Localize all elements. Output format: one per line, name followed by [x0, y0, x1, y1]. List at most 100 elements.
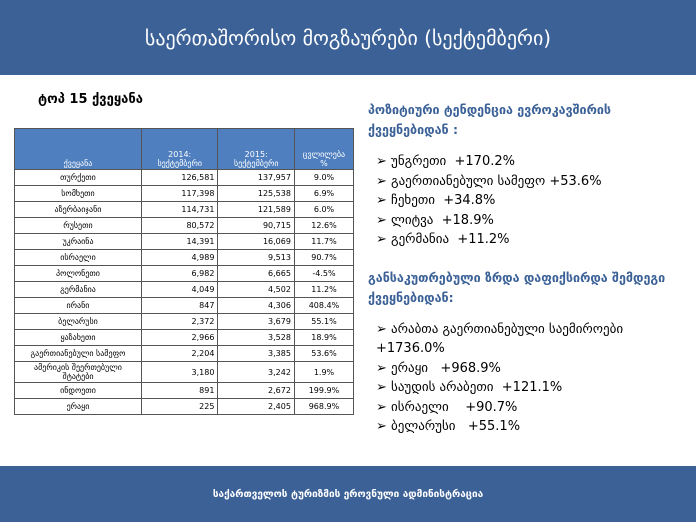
footer: საქართველოს ტურიზმის ეროვნული ადმინისტრა… [0, 466, 696, 522]
item-text: გერმანია +11.2% [391, 232, 510, 247]
table-cell: 3,679 [217, 313, 295, 330]
table-cell: 4,502 [217, 281, 295, 298]
table-cell: 121,589 [217, 201, 295, 218]
table-cell: ინდოეთი [14, 382, 142, 399]
table-row: ინდოეთი 891 2,672 199.9% [14, 382, 355, 399]
bullet-item: ➢ ლიტვა +18.9% [376, 211, 688, 231]
section: პოზიტიური ტენდენცია ევროკავშირის ქვეყნებ… [368, 100, 688, 250]
table-cell: ამერიკის შეერთებული შტატები [14, 361, 142, 383]
table-row: გაერთიანებული სამეფო 2,204 3,385 53.6% [14, 345, 355, 362]
item-text: არაბთა გაერთიანებული საემიროები +1736.0% [376, 321, 628, 357]
bullet-item: ➢ ჩეხეთი +34.8% [376, 191, 688, 211]
title: საერთაშორისო მოგზაურები (სექტემბერი) [0, 0, 696, 75]
column-header: ცვლილება % [293, 128, 355, 170]
table-cell: 847 [140, 297, 219, 314]
table-cell: 14,391 [140, 233, 219, 250]
table-cell: 1.9% [293, 361, 355, 383]
table-cell: 3,180 [140, 361, 219, 383]
table-cell: 4,989 [140, 249, 219, 266]
section: განსაკუთრებული ზრდა დაფიქსირდა შემდეგი ქ… [368, 268, 688, 437]
table-cell: 6,665 [217, 265, 295, 282]
bullet-item: ➢ ერაყი +968.9% [376, 359, 688, 379]
bullet-item: ➢ ბელარუსი +55.1% [376, 417, 688, 437]
table-cell: 9.0% [293, 169, 355, 186]
table-cell: 114,731 [140, 201, 219, 218]
table-cell: 126,581 [140, 169, 219, 186]
bullet: ➢ [376, 173, 392, 189]
table-cell: 4,049 [140, 281, 219, 298]
table-cell: 3,385 [217, 345, 295, 362]
item-text: უნგრეთი +170.2% [391, 154, 515, 169]
bullet: ➢ [376, 232, 392, 247]
table-cell: ბელარუსი [14, 313, 142, 330]
table-cell: 18.9% [293, 329, 355, 346]
table-cell: ერაყი [14, 398, 142, 415]
bullet: ➢ [376, 154, 392, 169]
bullet-item: ➢ გერმანია +11.2% [376, 230, 688, 250]
table-row: სომხეთი 117,398 125,538 6.9% [14, 185, 355, 202]
table-cell: გაერთიანებული სამეფო [14, 345, 142, 362]
table-cell: 6.0% [293, 201, 355, 218]
table-row: აზერბაიჯანი 114,731 121,589 6.0% [14, 201, 355, 218]
item-text: ბელარუსი +55.1% [391, 419, 521, 434]
table-cell: რუსეთი [14, 217, 142, 234]
table-cell: ისრაელი [14, 249, 142, 266]
table-row: ამერიკის შეერთებული შტატები 3,180 3,242 1.9… [14, 361, 355, 383]
table-row: ყაზახეთი 2,966 3,528 18.9% [14, 329, 355, 346]
table-cell: გერმანია [14, 281, 142, 298]
item-text: ისრაელი +90.7% [391, 399, 518, 415]
table-cell: 199.9% [293, 382, 355, 399]
table-cell: 968.9% [293, 398, 355, 415]
table-cell: 80,572 [140, 217, 219, 234]
table-cell: 3,528 [217, 329, 295, 346]
table-row: უკრაინა 14,391 16,069 11.7% [14, 233, 355, 250]
table-cell: სომხეთი [14, 185, 142, 202]
table-cell: 2,672 [217, 382, 295, 399]
table-cell: 16,069 [217, 233, 295, 250]
table-cell: 3,242 [217, 361, 295, 383]
data-table: ქვეყანა 2014: სექტემბერი 2015: სექტემბერი ც… [14, 128, 355, 415]
table-cell: 2,405 [217, 398, 295, 415]
item-text: საუდის არაბეთი +121.1% [391, 380, 563, 395]
table-cell: 90.7% [293, 249, 355, 266]
table-cell: 891 [140, 382, 219, 399]
table-caption: ტოპ 15 ქვეყანა [38, 92, 143, 107]
table-cell: -4.5% [293, 265, 355, 282]
column-header: 2015: სექტემბერი [217, 128, 295, 170]
table-cell: 9,513 [217, 249, 295, 266]
table-cell: 2,372 [140, 313, 219, 330]
table-cell: პოლონეთი [14, 265, 142, 282]
table-cell: 90,715 [217, 217, 295, 234]
bullet: ➢ [376, 419, 392, 434]
section-heading: განსაკუთრებული ზრდა დაფიქსირდა შემდეგი ქ… [368, 269, 666, 305]
bullet: ➢ [376, 399, 392, 415]
table-cell: 6,982 [140, 265, 219, 282]
table-cell: 11.2% [293, 281, 355, 298]
bullet: ➢ [376, 321, 392, 337]
item-text: ჩეხეთი +34.8% [391, 193, 496, 208]
table-cell: 125,538 [217, 185, 295, 202]
table-row: ირანი 847 4,306 408.4% [14, 297, 355, 314]
table-cell: აზერბაიჯანი [14, 201, 142, 218]
bullet-item: ➢ არაბთა გაერთიანებული საემიროები +1736.… [376, 320, 688, 359]
column-header: 2014: სექტემბერი [140, 128, 219, 170]
table-cell: 12.6% [293, 217, 355, 234]
bullet-item: ➢ უნგრეთი +170.2% [376, 152, 688, 172]
table-row: ისრაელი 4,989 9,513 90.7% [14, 249, 355, 266]
table-cell: 2,966 [140, 329, 219, 346]
column-header: ქვეყანა [14, 128, 142, 170]
table-cell: უკრაინა [14, 233, 142, 250]
table-cell: 137,957 [217, 169, 295, 186]
bullet-item: ➢ საუდის არაბეთი +121.1% [376, 378, 688, 398]
table-cell: 225 [140, 398, 219, 415]
highlights: პოზიტიური ტენდენცია ევროკავშირის ქვეყნებ… [368, 100, 688, 455]
table-cell: 117,398 [140, 185, 219, 202]
table-cell: თურქეთი [14, 169, 142, 186]
bullet: ➢ [376, 212, 392, 228]
bullet-item: ➢ გაერთიანებული სამეფო +53.6% [376, 172, 688, 192]
table-row: პოლონეთი 6,982 6,665 -4.5% [14, 265, 355, 282]
table-row: გერმანია 4,049 4,502 11.2% [14, 281, 355, 298]
section-heading: პოზიტიური ტენდენცია ევროკავშირის ქვეყნებ… [368, 102, 612, 137]
table-cell: 2,204 [140, 345, 219, 362]
